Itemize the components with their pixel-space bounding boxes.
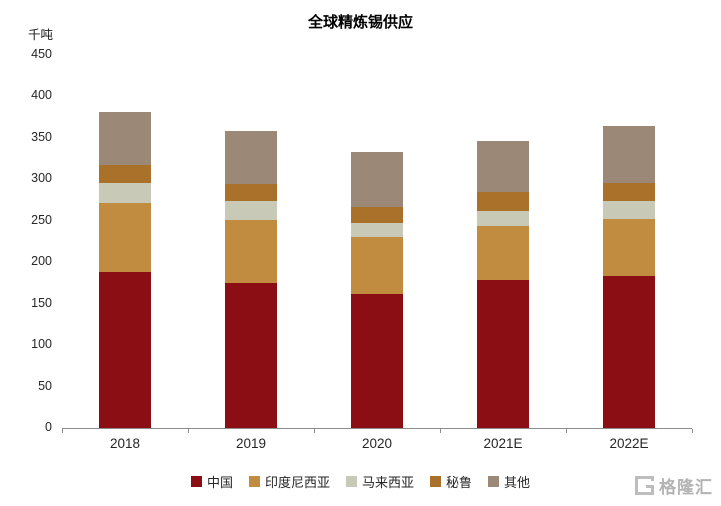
gelonghui-g-icon — [635, 476, 655, 495]
stacked-bar-2022E — [603, 55, 655, 428]
gelonghui-g-icon-bar — [645, 484, 652, 488]
x-axis-tick — [692, 429, 693, 433]
bar-segment-中国 — [351, 293, 403, 428]
y-tick-label: 50 — [38, 378, 52, 393]
bar-segment-秘鲁 — [603, 182, 655, 201]
x-axis-tick — [314, 429, 315, 433]
bar-segment-马来西亚 — [225, 200, 277, 220]
bar-segment-中国 — [603, 276, 655, 428]
y-tick-label: 250 — [31, 212, 52, 227]
chart-title: 全球精炼锡供应 — [307, 14, 413, 31]
legend-swatch — [248, 476, 260, 487]
bar-segment-其他 — [225, 131, 277, 185]
x-tick-label-2018: 2018 — [109, 436, 141, 451]
legend-label: 马来西亚 — [361, 475, 414, 490]
legend-item-中国: 中国 — [190, 472, 233, 491]
bar-segment-马来西亚 — [603, 200, 655, 220]
legend-label: 中国 — [206, 475, 233, 490]
bar-segment-中国 — [99, 272, 151, 428]
legend-swatch — [488, 476, 500, 487]
x-tick-label-2020: 2020 — [361, 436, 393, 451]
legend-swatch — [430, 476, 441, 487]
bar-segment-秘鲁 — [477, 191, 529, 211]
gelonghui-g-icon-notch — [651, 481, 655, 485]
x-axis-tick — [566, 429, 567, 433]
bar-segment-中国 — [225, 282, 277, 428]
bar-segment-其他 — [351, 151, 403, 207]
legend-item-秘鲁: 秘鲁 — [430, 472, 472, 491]
bar-segment-印度尼西亚 — [603, 219, 655, 277]
x-axis-tick — [188, 429, 189, 433]
gelonghui-logo-text: 格隆汇 — [659, 478, 713, 497]
legend-item-印度尼西亚: 印度尼西亚 — [248, 472, 330, 491]
y-tick-label: 100 — [31, 337, 52, 352]
bar-segment-其他 — [603, 126, 655, 183]
y-tick-label: 300 — [31, 171, 52, 186]
y-tick-label: 400 — [31, 88, 52, 103]
bar-segment-其他 — [477, 141, 529, 192]
legend-label: 其他 — [504, 475, 531, 490]
bar-segment-印度尼西亚 — [99, 202, 151, 273]
bar-segment-马来西亚 — [477, 210, 529, 226]
legend-label: 印度尼西亚 — [264, 475, 330, 490]
bar-segment-中国 — [477, 279, 529, 428]
x-tick-label-2019: 2019 — [235, 436, 267, 451]
y-tick-label: 450 — [31, 47, 52, 61]
x-axis-tick — [62, 429, 63, 433]
y-tick-label: 150 — [31, 295, 52, 310]
bar-segment-印度尼西亚 — [351, 236, 403, 294]
bar-segment-秘鲁 — [225, 184, 277, 201]
bar-segment-印度尼西亚 — [225, 219, 277, 283]
stacked-bar-2020 — [351, 55, 403, 428]
stacked-bar-2019 — [225, 55, 277, 428]
legend-label: 秘鲁 — [446, 475, 473, 490]
bar-segment-印度尼西亚 — [477, 225, 529, 280]
x-axis-tick — [440, 429, 441, 433]
y-tick-label: 350 — [31, 129, 52, 144]
bar-segment-马来西亚 — [351, 223, 403, 237]
gelonghui-logo: 格隆汇 — [635, 473, 713, 498]
legend-item-其他: 其他 — [488, 472, 530, 491]
y-tick-label: 200 — [31, 254, 52, 269]
bar-segment-其他 — [99, 112, 151, 166]
stacked-bar-2021E — [477, 55, 529, 428]
x-tick-label-2022E: 2022E — [609, 436, 649, 451]
y-axis-unit-label: 千吨 — [28, 28, 54, 42]
y-tick-label: 0 — [45, 420, 52, 434]
bar-segment-秘鲁 — [351, 206, 403, 224]
legend-swatch — [190, 476, 202, 487]
bar-segment-秘鲁 — [99, 165, 151, 184]
bar-segment-马来西亚 — [99, 183, 151, 203]
legend-swatch — [345, 476, 357, 487]
plot-area — [62, 55, 692, 429]
legend: 中国 印度尼西亚 马来西亚 秘鲁 其他 — [0, 472, 721, 491]
legend-item-马来西亚: 马来西亚 — [345, 472, 414, 491]
stacked-bar-2018 — [99, 55, 151, 428]
x-tick-label-2021E: 2021E — [483, 436, 523, 451]
